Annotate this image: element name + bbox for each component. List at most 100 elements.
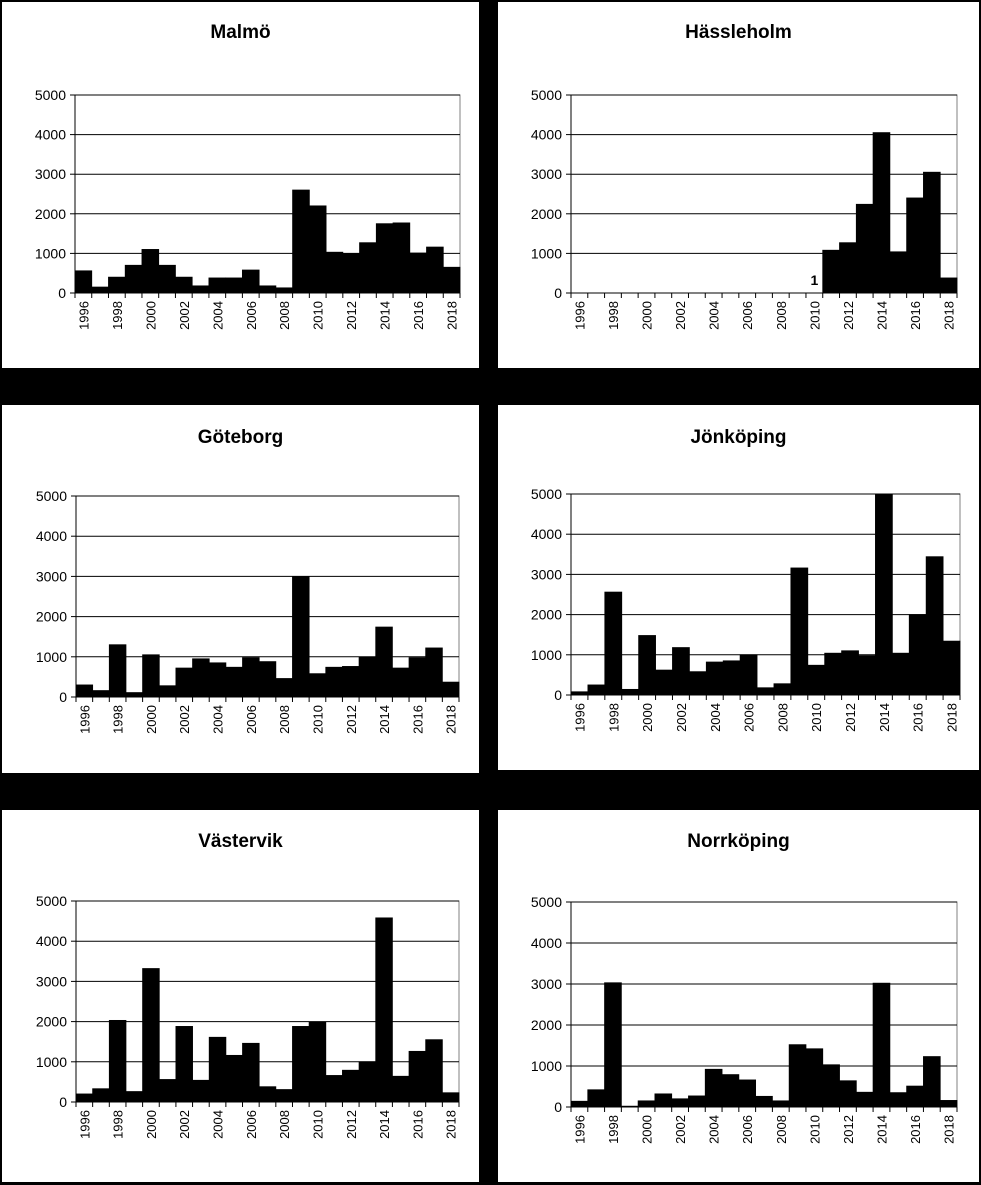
bar-1998 <box>108 1019 127 1103</box>
y-tick-label: 3000 <box>35 166 66 182</box>
bar-2004 <box>208 662 227 698</box>
chart-svg: Göteborg 0 1000 2000 3000 4000 5000 1996 1998 200… <box>36 427 460 734</box>
y-tick-label: 5000 <box>531 87 562 103</box>
x-tick-label: 2004 <box>707 1115 722 1144</box>
bar-2018 <box>441 1092 460 1103</box>
y-tick-label: 4000 <box>531 935 562 951</box>
bar-2011 <box>822 1064 840 1108</box>
bar-2018 <box>441 681 460 698</box>
y-tick-label: 1000 <box>531 245 562 261</box>
x-tick-label: 2012 <box>841 1115 856 1144</box>
x-tick-label: 2000 <box>640 703 655 732</box>
x-tick-label: 2004 <box>211 705 226 734</box>
bar-2014 <box>375 223 394 294</box>
y-tick-label: 5000 <box>531 486 562 502</box>
bar-2017 <box>426 246 444 294</box>
y-tick-label: 1000 <box>36 1054 67 1070</box>
bar-2005 <box>721 1074 740 1108</box>
x-tick-label: 2014 <box>874 301 889 330</box>
x-tick-label: 1998 <box>111 1110 126 1139</box>
bar-2008 <box>771 1100 790 1108</box>
x-tick-label: 1998 <box>606 1115 621 1144</box>
y-tick-label: 3000 <box>531 166 562 182</box>
bar-2001 <box>655 669 673 696</box>
bar-2015 <box>889 251 908 294</box>
chart-svg: Jönköping 0 1000 2000 3000 4000 5000 1996 1998 20… <box>531 427 961 732</box>
bar-2009 <box>292 189 310 294</box>
bar-2001 <box>158 264 176 294</box>
bar-1998 <box>108 276 126 294</box>
bar-2000 <box>142 654 160 698</box>
bar-2016 <box>409 252 427 294</box>
bar-2015 <box>391 667 410 698</box>
bar-2008 <box>275 287 294 294</box>
x-tick-label: 2012 <box>344 705 359 734</box>
bar-2005 <box>225 277 243 294</box>
x-tick-label: 2018 <box>942 301 957 330</box>
bar-2011 <box>824 652 843 696</box>
x-tick-label: 2010 <box>310 1110 325 1139</box>
x-tick-label: 2014 <box>874 1115 889 1144</box>
bar-2013 <box>855 1091 874 1108</box>
chart-svg: Malmö 0 1000 2000 3000 4000 5000 1996 1998 2000 20… <box>35 22 461 330</box>
y-tick-label: 5000 <box>531 894 562 910</box>
x-tick-label: 2000 <box>640 1115 655 1144</box>
x-tick-label: 2002 <box>674 703 689 732</box>
chart-panel-malmo: Malmö 0 1000 2000 3000 4000 5000 1996 1998 2000 20… <box>2 2 479 368</box>
bar-2008 <box>275 678 293 698</box>
bar-2010 <box>308 1021 327 1103</box>
bar-1999 <box>621 688 640 696</box>
x-tick-label: 2008 <box>774 1115 789 1144</box>
chart-title: Västervik <box>198 831 283 852</box>
plot-area <box>570 901 958 1108</box>
bar-1999 <box>125 692 144 698</box>
x-tick-label: 2004 <box>210 301 225 330</box>
bar-1996 <box>74 270 93 294</box>
x-tick-label: 2000 <box>640 301 655 330</box>
y-tick-label: 2000 <box>36 1014 67 1030</box>
bar-2007 <box>258 1086 277 1103</box>
bar-2009 <box>788 1044 807 1108</box>
bar-2008 <box>275 1089 293 1103</box>
y-tick-label: 4000 <box>36 528 67 544</box>
bar-2018 <box>939 1100 958 1108</box>
y-tick-label: 3000 <box>36 568 67 584</box>
bar-2003 <box>192 1079 210 1103</box>
x-tick-label: 2012 <box>344 1110 359 1139</box>
chart-panel-jonkoping: Jönköping 0 1000 2000 3000 4000 5000 1996 1998 20… <box>498 405 979 770</box>
x-tick-label: 2002 <box>177 301 192 330</box>
bar-2016 <box>908 614 927 696</box>
x-tick-label: 2016 <box>411 301 426 330</box>
bar-2009 <box>790 567 809 696</box>
bar-2014 <box>872 132 891 294</box>
bar-1996 <box>75 1093 94 1103</box>
bar-1998 <box>604 982 622 1108</box>
bar-1997 <box>91 286 109 294</box>
y-tick-label: 4000 <box>531 526 562 542</box>
bar-2013 <box>855 203 874 294</box>
bar-2018 <box>442 266 461 294</box>
x-tick-label: 2010 <box>809 703 824 732</box>
bar-2007 <box>258 285 277 294</box>
y-tick-label: 1000 <box>531 1058 562 1074</box>
x-tick-label: 2004 <box>707 301 722 330</box>
bar-1996 <box>570 1100 589 1108</box>
chart-svg: Hässleholm 0 1000 2000 3000 4000 5000 1996 1998 2… <box>531 22 958 330</box>
bar-2006 <box>738 1079 757 1108</box>
x-tick-label: 1996 <box>572 1115 587 1144</box>
bar-2005 <box>722 660 741 696</box>
x-tick-label: 1998 <box>606 301 621 330</box>
bar-2013 <box>359 242 377 294</box>
y-tick-label: 2000 <box>35 206 66 222</box>
bar-2012 <box>342 253 360 294</box>
bar-2010 <box>308 673 327 698</box>
x-tick-label: 2004 <box>211 1110 226 1139</box>
x-tick-label: 2010 <box>807 1115 822 1144</box>
bar-2003 <box>191 285 210 294</box>
bar-2006 <box>242 1042 260 1103</box>
bar-1997 <box>92 690 110 698</box>
y-tick-label: 0 <box>554 1099 562 1115</box>
bar-2007 <box>755 1095 773 1108</box>
bar-1997 <box>92 1088 110 1103</box>
bar-2017 <box>925 556 944 696</box>
